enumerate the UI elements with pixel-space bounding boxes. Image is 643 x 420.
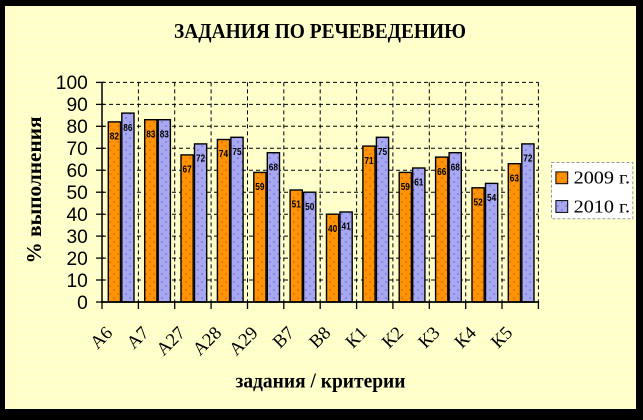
svg-text:59: 59: [401, 182, 410, 193]
svg-text:80: 80: [66, 117, 87, 138]
svg-text:70: 70: [66, 139, 87, 160]
svg-text:75: 75: [378, 147, 387, 158]
svg-text:2010 г.: 2010 г.: [574, 196, 631, 216]
svg-text:67: 67: [183, 165, 192, 176]
svg-text:0: 0: [77, 293, 88, 314]
svg-text:100: 100: [56, 73, 88, 94]
svg-text:59: 59: [255, 182, 264, 193]
svg-text:2009 г.: 2009 г.: [574, 168, 631, 188]
svg-text:51: 51: [292, 200, 301, 211]
svg-text:20: 20: [66, 249, 87, 270]
svg-text:30: 30: [66, 227, 87, 248]
svg-text:75: 75: [232, 147, 241, 158]
svg-text:71: 71: [364, 156, 373, 167]
svg-text:83: 83: [160, 129, 169, 140]
svg-text:82: 82: [110, 132, 119, 143]
svg-text:68: 68: [269, 162, 278, 173]
svg-text:72: 72: [196, 154, 205, 165]
svg-text:41: 41: [342, 222, 351, 233]
svg-text:60: 60: [66, 161, 87, 182]
svg-text:74: 74: [219, 149, 228, 160]
svg-text:83: 83: [146, 129, 155, 140]
svg-text:54: 54: [487, 193, 496, 204]
svg-text:50: 50: [305, 202, 314, 213]
svg-text:10: 10: [66, 271, 87, 292]
svg-text:61: 61: [414, 178, 423, 189]
svg-text:52: 52: [474, 198, 483, 209]
svg-text:40: 40: [66, 205, 87, 226]
svg-text:66: 66: [437, 167, 446, 178]
svg-text:задания / критерии: задания / критерии: [236, 369, 406, 393]
svg-text:68: 68: [451, 162, 460, 173]
svg-text:86: 86: [123, 123, 132, 134]
svg-text:% выполнения: % выполнения: [22, 117, 46, 264]
svg-text:72: 72: [523, 154, 532, 165]
svg-text:90: 90: [66, 95, 87, 116]
svg-text:63: 63: [510, 173, 519, 184]
svg-text:40: 40: [328, 224, 337, 235]
svg-text:50: 50: [66, 183, 87, 204]
svg-text:ЗАДАНИЯ ПО РЕЧЕВЕДЕНИЮ: ЗАДАНИЯ ПО РЕЧЕВЕДЕНИЮ: [174, 19, 466, 43]
